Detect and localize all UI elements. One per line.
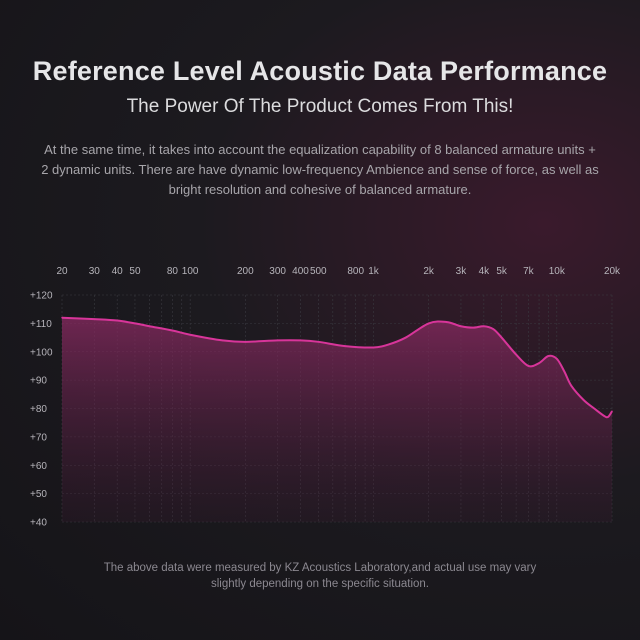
response-point — [556, 358, 558, 360]
response-point — [611, 410, 613, 413]
frequency-response-chart: 20 30 40 50 80 100 200 300 400 500 800 1k 2k 3k 4k 5k 7k… — [30, 266, 621, 529]
x-tick-label: 500 — [310, 266, 327, 277]
x-tick-label: 20 — [56, 266, 68, 277]
response-point — [515, 353, 517, 356]
response-point — [483, 325, 485, 328]
x-tick-label: 40 — [112, 266, 124, 277]
y-tick-label: +60 — [30, 461, 47, 472]
y-tick-label: +50 — [30, 489, 47, 500]
response-point — [317, 341, 320, 343]
response-point — [563, 370, 566, 373]
description-text: At the same time, it takes into account … — [41, 142, 599, 197]
response-point — [602, 414, 605, 417]
response-point — [527, 365, 530, 367]
response-point — [299, 339, 302, 342]
response-point — [570, 385, 573, 387]
response-point — [387, 343, 389, 346]
measurement-note: The above data were measured by KZ Acous… — [103, 562, 537, 590]
response-point — [244, 341, 247, 343]
x-tick-label: 7k — [523, 266, 535, 277]
response-points — [61, 316, 613, 418]
response-point — [472, 326, 475, 329]
x-tick-label: 80 — [167, 266, 179, 277]
response-point — [582, 399, 585, 401]
y-tick-label: +110 — [30, 319, 52, 330]
y-tick-label: +70 — [30, 432, 47, 443]
page-subtitle: The Power Of The Product Comes From This… — [126, 96, 514, 117]
y-tick-label: +90 — [30, 376, 47, 387]
response-point — [547, 355, 550, 357]
x-tick-label: 2k — [423, 266, 435, 277]
response-point — [93, 318, 96, 320]
x-tick-label: 30 — [89, 266, 101, 277]
response-point — [171, 329, 174, 332]
response-point — [460, 325, 462, 328]
x-tick-label: 10k — [549, 266, 566, 277]
y-tick-label: +40 — [30, 518, 47, 529]
response-point — [372, 346, 375, 349]
x-tick-label: 400 — [292, 266, 309, 277]
x-tick-label: 3k — [456, 266, 468, 277]
response-point — [221, 339, 224, 342]
x-tick-label: 300 — [269, 266, 286, 277]
response-point — [427, 322, 430, 325]
x-tick-label: 100 — [182, 266, 199, 277]
response-point — [116, 319, 118, 322]
x-tick-label: 800 — [347, 266, 364, 277]
response-point — [404, 336, 407, 339]
x-tick-label: 200 — [237, 266, 254, 277]
response-point — [276, 339, 279, 342]
x-tick-label: 4k — [479, 266, 491, 277]
response-point — [148, 325, 151, 328]
response-point — [344, 345, 346, 347]
x-tick-label: 5k — [496, 266, 508, 277]
page-title: Reference Level Acoustic Data Performanc… — [32, 56, 608, 86]
y-tick-label: +120 — [30, 291, 53, 302]
y-tick-label: +80 — [30, 404, 47, 415]
response-point — [492, 328, 495, 330]
response-area — [62, 317, 612, 522]
response-point — [607, 416, 609, 418]
response-point — [593, 407, 596, 410]
response-point — [445, 321, 448, 323]
response-point — [538, 362, 540, 364]
x-tick-label: 50 — [129, 266, 141, 277]
y-axis-ticks: +120 +110 +100 +90 +80 +70 +60 +50 +40 — [30, 291, 53, 529]
x-axis-ticks: 20 30 40 50 80 100 200 300 400 500 800 1k 2k 3k 4k 5k 7k… — [56, 266, 621, 277]
response-point — [500, 336, 503, 339]
x-tick-label: 1k — [368, 266, 380, 277]
y-tick-label: +100 — [30, 347, 53, 358]
x-tick-label: 20k — [604, 266, 621, 277]
response-point — [134, 322, 136, 325]
response-point — [189, 333, 191, 336]
response-point — [61, 316, 63, 319]
